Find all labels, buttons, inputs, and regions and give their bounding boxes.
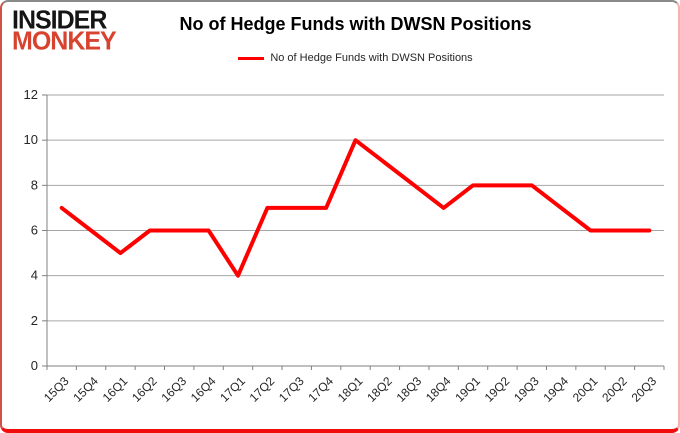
x-axis-label: 17Q3 xyxy=(276,374,307,405)
x-axis-label: 19Q3 xyxy=(511,374,542,405)
x-axis-label: 17Q1 xyxy=(217,374,248,405)
x-axis-label: 19Q2 xyxy=(482,374,513,405)
x-axis-label: 20Q2 xyxy=(599,374,630,405)
chart-title: No of Hedge Funds with DWSN Positions xyxy=(179,14,532,34)
x-axis-label: 19Q1 xyxy=(452,374,483,405)
x-axis-label: 16Q4 xyxy=(188,374,219,405)
y-axis-label: 0 xyxy=(31,358,38,373)
logo-word-monkey: MONKEY xyxy=(12,26,117,56)
logo-word-insider: INSIDER xyxy=(12,5,107,35)
series-line xyxy=(59,138,652,278)
legend-label: No of Hedge Funds with DWSN Positions xyxy=(270,52,473,64)
y-axis-label: 6 xyxy=(31,223,38,238)
insider-monkey-logo: INSIDER MONKEY xyxy=(12,5,117,56)
x-axis-label: 20Q1 xyxy=(570,374,601,405)
x-axis-label: 16Q2 xyxy=(129,374,160,405)
x-axis-label: 15Q3 xyxy=(41,374,72,405)
y-axis-label: 12 xyxy=(24,87,38,102)
x-axis-label: 17Q2 xyxy=(247,374,278,405)
y-axis-label: 4 xyxy=(31,268,38,283)
legend-line-swatch xyxy=(238,56,265,60)
x-axis-label: 17Q4 xyxy=(305,374,336,405)
x-axis-label: 15Q4 xyxy=(70,374,101,405)
x-axis-label: 19Q4 xyxy=(540,374,571,405)
x-axis-label: 18Q2 xyxy=(364,374,395,405)
x-axis-label: 16Q1 xyxy=(100,374,131,405)
legend: No of Hedge Funds with DWSN Positions xyxy=(47,52,664,64)
x-axis-label: 18Q1 xyxy=(335,374,366,405)
y-axis-label: 2 xyxy=(31,313,38,328)
x-axis-label: 18Q3 xyxy=(394,374,425,405)
x-axis-label: 20Q3 xyxy=(629,374,660,405)
x-axis-label: 16Q3 xyxy=(159,374,190,405)
x-axis-label: 18Q4 xyxy=(423,374,454,405)
y-axis-label: 10 xyxy=(24,132,38,147)
y-axis-label: 8 xyxy=(31,177,38,192)
